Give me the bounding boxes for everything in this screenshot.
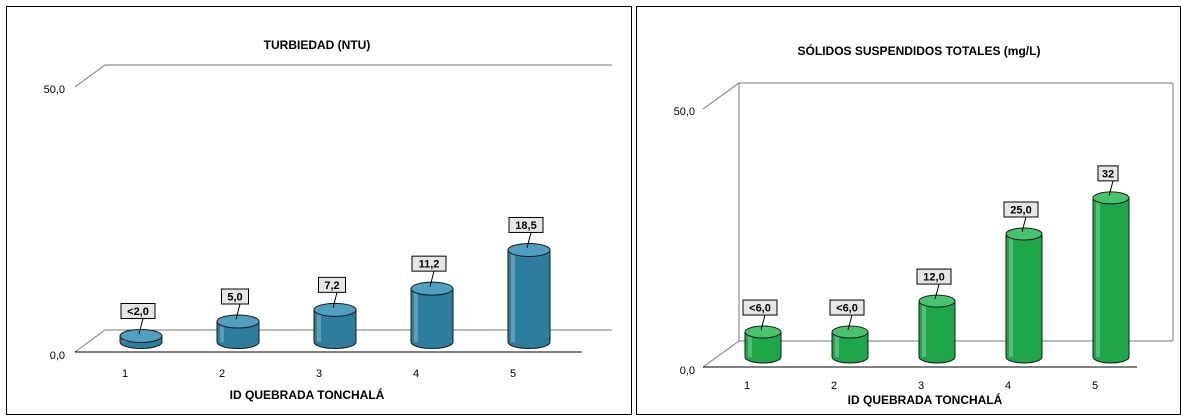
data-label-leader	[138, 318, 144, 335]
y-tick-label-max: 50,0	[674, 106, 695, 118]
bar-top	[410, 281, 454, 296]
bar-top	[313, 302, 357, 317]
bar-top	[831, 325, 869, 339]
data-label: 32	[1102, 168, 1114, 180]
x-tick-label: 5	[1092, 380, 1098, 392]
data-label-leader	[934, 283, 940, 300]
x-tick-label: 1	[122, 368, 128, 380]
data-label: <6,0	[749, 303, 771, 315]
bar-body	[918, 300, 956, 364]
chart-title: SÓLIDOS SUSPENDIDOS TOTALES (mg/L)	[798, 43, 1041, 58]
data-label-leader	[526, 232, 532, 249]
bar-highlight	[511, 249, 515, 342]
bar-body	[1005, 233, 1043, 364]
bar-highlight	[748, 332, 752, 357]
data-label-box	[120, 303, 156, 319]
data-label-box	[411, 255, 447, 272]
y-tick-label-max: 50,0	[44, 84, 65, 96]
data-label: 11,2	[419, 259, 440, 271]
data-label-leader	[235, 303, 241, 320]
bar-highlight	[414, 288, 418, 342]
top-edge	[74, 64, 612, 88]
data-label: 25,0	[1010, 205, 1031, 217]
data-label-leader	[429, 271, 435, 287]
bar-body	[1092, 197, 1130, 364]
bar-top	[507, 242, 551, 257]
data-label-box	[916, 268, 952, 285]
x-tick-label: 4	[1005, 380, 1011, 392]
chart-title: TURBIEDAD (NTU)	[264, 38, 371, 52]
data-label: 7,2	[324, 280, 339, 292]
bar-highlight	[220, 321, 224, 342]
bar-highlight	[922, 301, 926, 357]
x-tick-label: 5	[510, 368, 516, 380]
data-label: <6,0	[836, 303, 858, 315]
data-label-leader	[332, 292, 338, 308]
data-label: 12,0	[923, 272, 944, 284]
bar-body	[507, 249, 551, 349]
data-label-box	[1003, 201, 1039, 218]
bar-highlight	[1096, 197, 1100, 357]
bar-top	[918, 294, 956, 308]
data-label-box	[742, 299, 778, 316]
bar-body	[313, 309, 357, 349]
tss-chart: SÓLIDOS SUSPENDIDOS TOTALES (mg/L) ID QU…	[674, 43, 1174, 407]
bar-top	[1005, 227, 1043, 241]
tss-chart-panel: SÓLIDOS SUSPENDIDOS TOTALES (mg/L) ID QU…	[636, 6, 1181, 415]
x-tick-label: 4	[413, 368, 419, 380]
data-label-box	[318, 276, 346, 293]
bar-top	[744, 325, 782, 339]
x-tick-label: 3	[316, 368, 322, 380]
data-label: 5,0	[227, 292, 242, 304]
bar-highlight	[1009, 234, 1013, 357]
y-tick-label-min: 0,0	[50, 350, 65, 362]
bar-top	[1092, 191, 1130, 205]
x-axis-label: ID QUEBRADA TONCHALÁ	[230, 387, 385, 402]
bar-body	[410, 288, 454, 349]
data-label-leader	[1021, 216, 1027, 233]
data-label-box	[1097, 165, 1119, 182]
x-tick-label: 1	[744, 380, 750, 392]
bar-body	[216, 321, 260, 349]
data-label: <2,0	[127, 306, 149, 318]
data-label-leader	[760, 314, 766, 331]
bar-top	[119, 329, 163, 343]
data-label-box	[508, 216, 544, 233]
x-tick-label: 3	[918, 380, 924, 392]
top-edge	[702, 82, 1173, 110]
bar-highlight	[835, 332, 839, 357]
data-label-box	[829, 299, 865, 316]
x-axis-label: ID QUEBRADA TONCHALÁ	[848, 392, 1003, 407]
turbidity-chart: TURBIEDAD (NTU) ID QUEBRADA TONCHALÁ 50,…	[44, 38, 612, 402]
x-tick-label: 2	[831, 380, 837, 392]
turbidity-chart-panel: TURBIEDAD (NTU) ID QUEBRADA TONCHALÁ 50,…	[6, 6, 632, 415]
data-label: 18,5	[515, 220, 536, 232]
data-label-box	[221, 288, 249, 305]
data-label-leader	[1108, 180, 1114, 197]
bar-body	[831, 331, 869, 364]
data-label-leader	[847, 314, 853, 331]
bar-highlight	[317, 309, 321, 342]
x-tick-label: 2	[219, 368, 225, 380]
bar-top	[216, 314, 260, 329]
y-tick-label-min: 0,0	[680, 365, 695, 377]
bar-body	[744, 331, 782, 364]
